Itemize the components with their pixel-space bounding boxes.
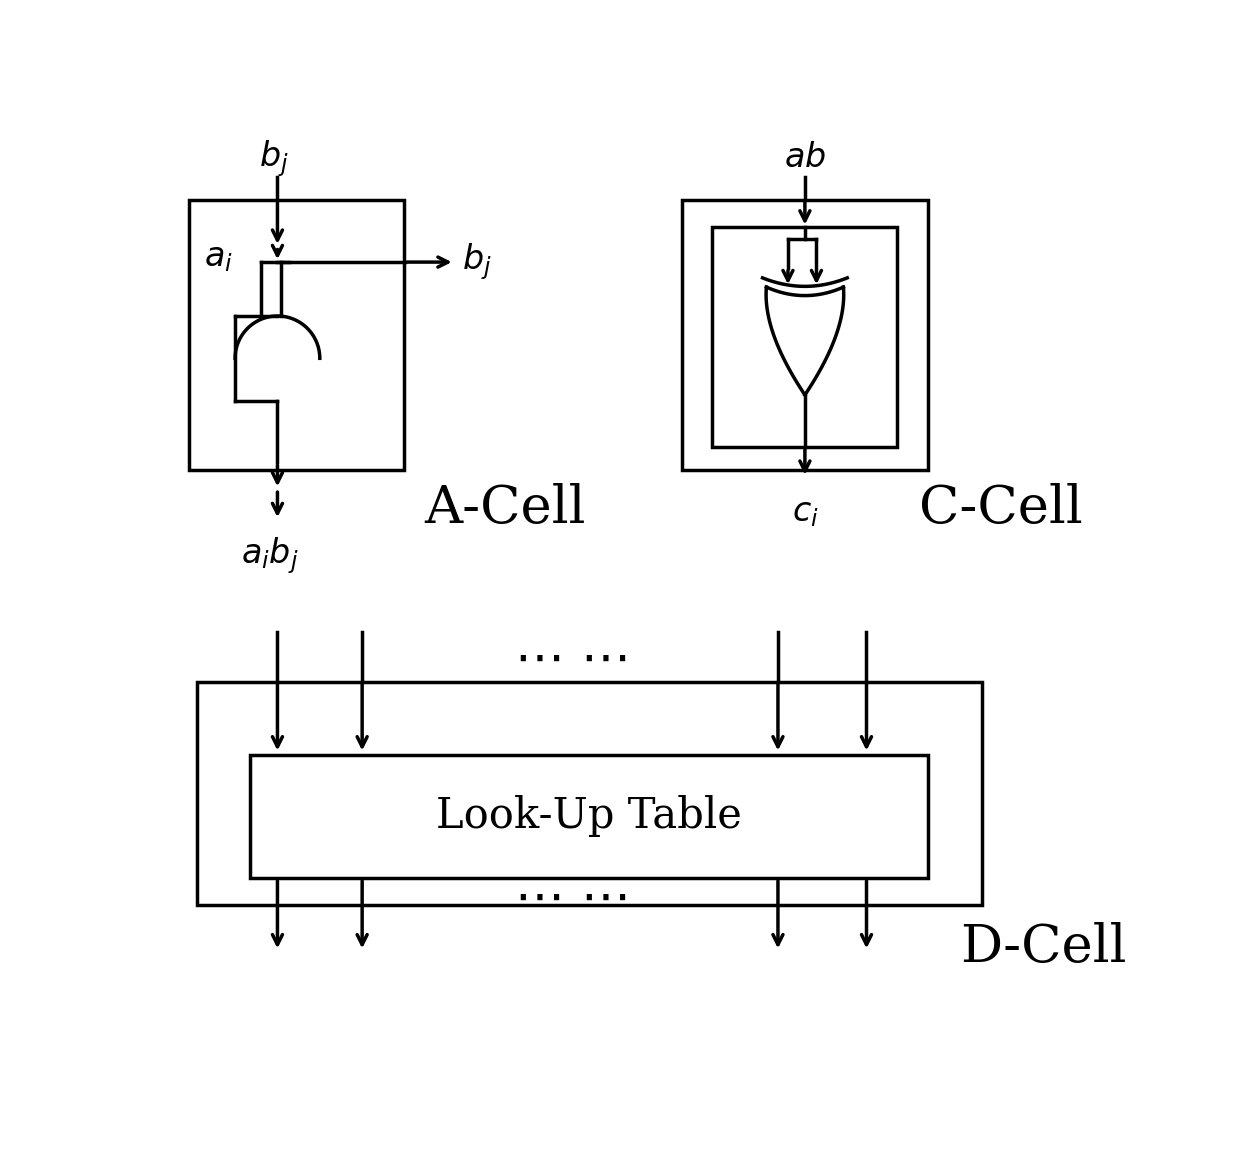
Text: Look-Up Table: Look-Up Table (436, 795, 743, 838)
Text: $\cdots\ \cdots$: $\cdots\ \cdots$ (513, 874, 626, 921)
Text: $a_i$: $a_i$ (205, 242, 233, 274)
Text: $\cdots\ \cdots$: $\cdots\ \cdots$ (513, 634, 626, 683)
Text: $b_j$: $b_j$ (463, 242, 492, 282)
Text: $c_i$: $c_i$ (791, 497, 818, 529)
Text: $a_ib_j$: $a_ib_j$ (241, 535, 299, 577)
Bar (713, 228, 898, 447)
Text: $b_j$: $b_j$ (259, 138, 289, 178)
Text: D-Cell: D-Cell (960, 922, 1127, 973)
Text: C-Cell: C-Cell (919, 483, 1083, 534)
Bar (188, 200, 404, 470)
Bar (197, 681, 982, 905)
Bar (682, 200, 928, 470)
Text: $ab$: $ab$ (784, 142, 826, 174)
Bar (250, 755, 928, 878)
Text: A-Cell: A-Cell (424, 483, 585, 534)
